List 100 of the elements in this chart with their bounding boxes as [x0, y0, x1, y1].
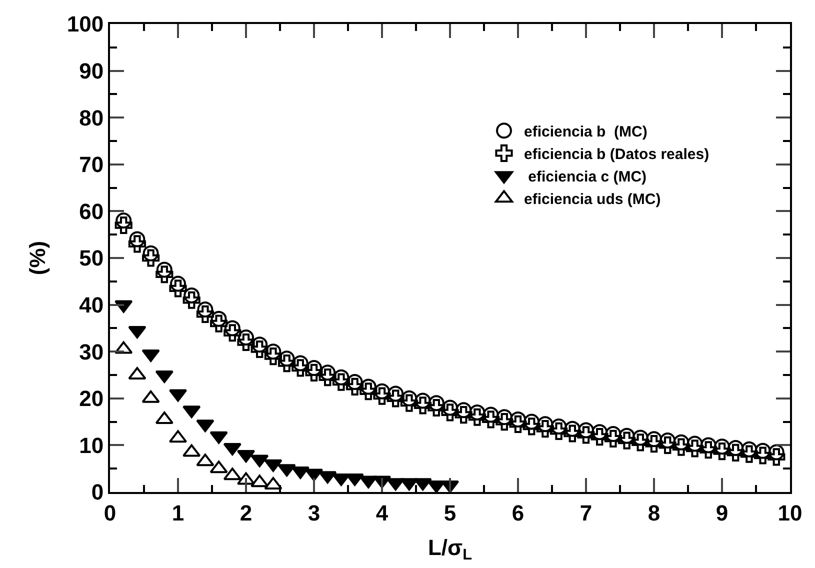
- point: [428, 398, 446, 417]
- x-tick-label: 3: [308, 500, 320, 526]
- legend-label: eficiencia b (Datos reales): [524, 146, 710, 163]
- point: [156, 266, 174, 284]
- point: [401, 390, 418, 406]
- point: [142, 249, 160, 267]
- point: [414, 396, 432, 414]
- point: [660, 432, 676, 449]
- point: [291, 466, 310, 479]
- point: [374, 383, 390, 400]
- point: [524, 414, 540, 430]
- point: [672, 438, 690, 456]
- point: [278, 350, 295, 367]
- point: [170, 276, 186, 292]
- point: [265, 344, 282, 360]
- y-tick-label: 60: [79, 198, 104, 224]
- point: [332, 373, 350, 391]
- point: [400, 478, 418, 491]
- point: [116, 212, 132, 229]
- x-tick-label: 8: [648, 500, 660, 526]
- y-axis-title: (%): [25, 240, 50, 276]
- y-tick-label: 100: [66, 12, 104, 37]
- point: [468, 408, 486, 426]
- point: [454, 406, 472, 424]
- point: [658, 436, 676, 454]
- point: [673, 434, 690, 450]
- point: [482, 410, 500, 428]
- point: [224, 320, 240, 336]
- x-tick-label: 2: [240, 500, 252, 526]
- point: [714, 438, 730, 455]
- point: [114, 216, 132, 234]
- y-tick-label: 30: [79, 339, 104, 364]
- y-tick-label: 40: [79, 292, 104, 318]
- point: [292, 355, 308, 372]
- point: [713, 442, 731, 460]
- point: [250, 454, 269, 468]
- x-tick-label: 6: [512, 500, 524, 526]
- point: [184, 287, 200, 304]
- point: [210, 310, 227, 327]
- point: [768, 444, 784, 460]
- point: [264, 347, 282, 366]
- x-tick-label: 7: [580, 500, 592, 526]
- point: [754, 442, 771, 459]
- point: [537, 416, 554, 432]
- point: [386, 478, 405, 491]
- point: [604, 430, 622, 448]
- point: [496, 409, 512, 426]
- point: [564, 420, 580, 437]
- point: [728, 440, 744, 456]
- point: [346, 374, 363, 390]
- point: [386, 390, 404, 408]
- y-tick-label: 90: [79, 58, 104, 84]
- point: [169, 280, 187, 298]
- legend-label: eficiencia uds (MC): [524, 191, 661, 208]
- y-tick-label: 20: [79, 386, 104, 412]
- point: [469, 404, 486, 420]
- point: [741, 441, 758, 458]
- point: [590, 428, 608, 446]
- point: [373, 387, 391, 405]
- point: [700, 441, 718, 459]
- y-tick-label: 70: [79, 152, 104, 178]
- point: [414, 478, 432, 491]
- point: [768, 448, 786, 466]
- point: [237, 333, 255, 352]
- point: [578, 422, 594, 438]
- point: [700, 437, 716, 454]
- x-tick-label: 10: [778, 500, 802, 526]
- y-tick-label: 50: [79, 246, 104, 271]
- point: [686, 440, 704, 458]
- point: [646, 431, 662, 448]
- point: [360, 378, 376, 395]
- y-tick-label: 80: [79, 105, 104, 130]
- point: [320, 364, 336, 381]
- point: [224, 324, 242, 342]
- x-axis-title: L/σ$_{L}$: [428, 534, 472, 564]
- point: [197, 301, 214, 318]
- point: [318, 368, 336, 386]
- point: [645, 435, 663, 453]
- point: [306, 360, 322, 376]
- point: [536, 420, 554, 438]
- point: [428, 395, 444, 412]
- point: [333, 369, 350, 386]
- point: [305, 364, 323, 382]
- point: [618, 432, 636, 450]
- x-tick-label: 9: [716, 500, 728, 526]
- point: [156, 262, 172, 278]
- point: [442, 400, 458, 416]
- point: [238, 330, 254, 346]
- point: [754, 446, 772, 464]
- point: [359, 476, 378, 488]
- point: [250, 340, 268, 358]
- point: [400, 394, 418, 412]
- x-tick-label: 1: [172, 500, 184, 526]
- point: [210, 431, 228, 444]
- legend-label: eficiencia b (MC): [524, 124, 648, 140]
- point: [182, 291, 200, 309]
- point: [564, 424, 582, 442]
- x-tick-label: 5: [444, 500, 456, 526]
- point: [482, 406, 499, 423]
- point: [414, 392, 431, 409]
